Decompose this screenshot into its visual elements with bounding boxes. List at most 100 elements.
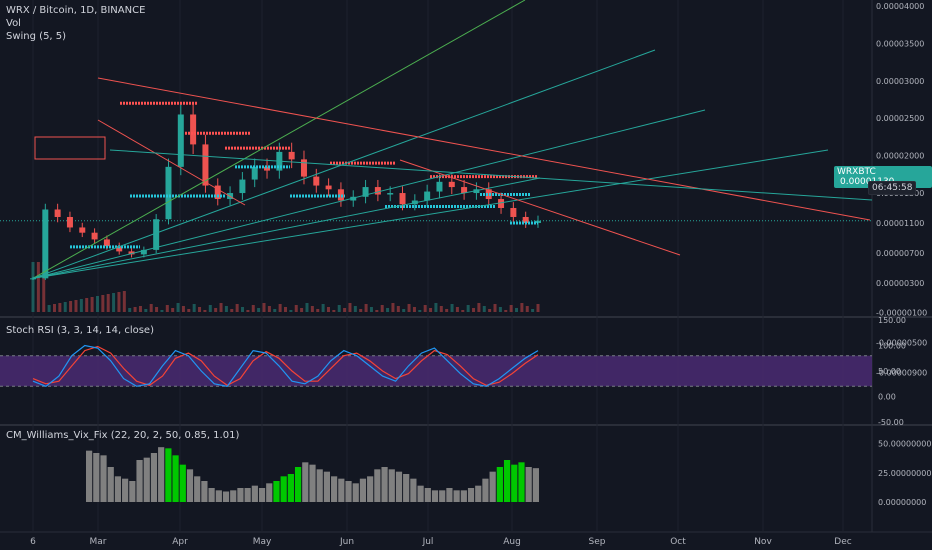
vix-bar: [259, 488, 265, 502]
volume-bar: [348, 303, 351, 312]
time-axis-label: Aug: [503, 537, 521, 547]
volume-bar: [429, 308, 432, 312]
time-axis-label: Oct: [670, 537, 686, 547]
vix-bar: [245, 488, 251, 502]
volume-bar: [230, 309, 233, 312]
candle-body: [178, 114, 184, 166]
volume-bar: [472, 308, 475, 312]
vix-bar: [108, 467, 114, 502]
vix-bar: [266, 483, 272, 502]
time-axis-label: Sep: [589, 537, 606, 547]
vix-bar: [144, 458, 150, 502]
vix-bar: [309, 465, 315, 502]
candle-body: [165, 167, 171, 219]
volume-bar: [418, 310, 421, 312]
vix-bar: [331, 476, 337, 502]
vix-bar: [432, 490, 438, 502]
volume-bar: [74, 300, 77, 312]
volume-bar: [322, 304, 325, 312]
candle-body: [252, 167, 258, 180]
vix-bar: [526, 467, 532, 502]
vix-bar: [100, 455, 106, 502]
candle-body: [510, 208, 516, 217]
time-axis-label: May: [253, 537, 272, 547]
candle-body: [190, 114, 196, 144]
time-axis-label: Apr: [172, 537, 188, 547]
vix-bar: [454, 490, 460, 502]
candle-body: [55, 210, 61, 217]
volume-bar: [53, 304, 56, 312]
vix-bar: [504, 460, 510, 502]
vix-bar: [158, 447, 164, 502]
vix-legend[interactable]: CM_Williams_Vix_Fix (22, 20, 2, 50, 0.85…: [6, 429, 239, 442]
swing-label[interactable]: Swing (5, 5): [6, 30, 145, 43]
candle-body: [153, 219, 159, 250]
volume-bar: [461, 310, 464, 312]
volume-bar: [445, 309, 448, 312]
volume-bar: [305, 303, 308, 312]
volume-bar: [483, 306, 486, 312]
price-axis-label: 0.00000700: [876, 249, 924, 258]
candle-body: [67, 217, 73, 227]
vix-bar: [201, 481, 207, 502]
price-axis-label: 0.00001100: [876, 219, 924, 228]
volume-bar: [177, 303, 180, 312]
volume-bar: [263, 303, 266, 312]
candle-body: [387, 193, 393, 194]
volume-bar: [375, 310, 378, 312]
volume-bar: [112, 293, 115, 312]
volume-bar: [354, 306, 357, 312]
vix-axis-label: 0.00000000: [878, 498, 926, 507]
candle-body: [400, 193, 406, 204]
vix-bar: [115, 476, 121, 502]
volume-bar: [386, 308, 389, 312]
vix-bar: [281, 476, 287, 502]
vix-bar: [410, 479, 416, 502]
vix-bar: [446, 488, 452, 502]
volume-bar: [402, 309, 405, 312]
vix-bar: [187, 469, 193, 502]
vix-bar: [209, 488, 215, 502]
candle-body: [313, 177, 319, 186]
volume-bar: [526, 306, 529, 312]
candle-body: [301, 159, 307, 176]
volume-bar: [203, 310, 206, 312]
volume-bar: [327, 307, 330, 312]
volume-bar: [537, 304, 540, 312]
volume-bar: [134, 307, 137, 312]
stoch-legend[interactable]: Stoch RSI (3, 3, 14, 14, close): [6, 324, 154, 337]
vix-bar: [353, 483, 359, 502]
vix-bar: [468, 488, 474, 502]
volume-bar: [58, 303, 61, 312]
vix-bar: [230, 490, 236, 502]
volume-bar: [193, 304, 196, 312]
volume-bar: [494, 304, 497, 312]
candle-body: [375, 187, 381, 194]
volume-bar: [182, 306, 185, 312]
vix-bar: [295, 467, 301, 502]
price-axis-label: 0.00002000: [876, 152, 924, 161]
vix-bar: [345, 481, 351, 502]
time-axis-label: Jun: [339, 537, 354, 547]
price-axis-label: 0.00003000: [876, 77, 924, 86]
volume-bar: [477, 303, 480, 312]
countdown-badge: 06:45:58: [868, 181, 916, 195]
volume-bar: [166, 305, 169, 312]
volume-bar: [225, 306, 228, 312]
vix-bar: [461, 490, 467, 502]
main-title[interactable]: WRX / Bitcoin, 1D, BINANCE: [6, 4, 145, 17]
volume-bar: [96, 296, 99, 312]
vol-label[interactable]: Vol: [6, 17, 145, 30]
volume-bar: [144, 309, 147, 312]
volume-bar: [434, 303, 437, 312]
time-axis-label: Nov: [754, 537, 772, 547]
vix-bar: [482, 479, 488, 502]
candle-body: [239, 180, 245, 193]
volume-bar: [187, 309, 190, 312]
volume-bar: [424, 305, 427, 312]
vix-bar: [288, 474, 294, 502]
vix-bar: [223, 492, 229, 503]
volume-bar: [32, 262, 35, 312]
volume-bar: [365, 304, 368, 312]
